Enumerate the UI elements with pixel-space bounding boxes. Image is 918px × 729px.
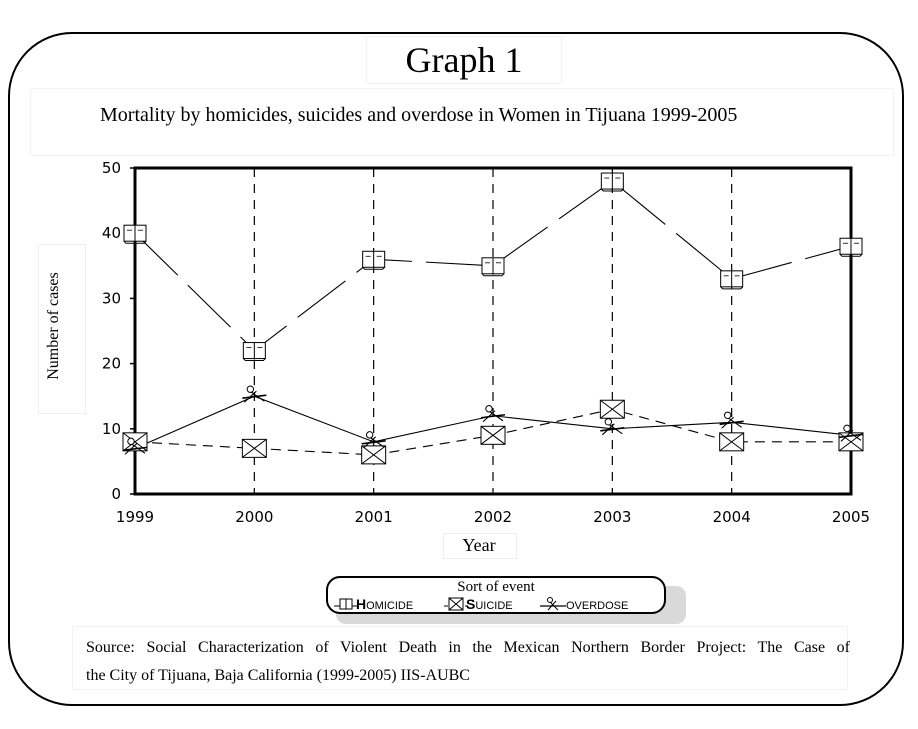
x-tick-label: 1999 [116,508,154,526]
source-box [72,626,848,690]
envelope-marker [480,425,506,445]
source-line-2: the City of Tijuana, Baja California (19… [86,667,470,684]
y-tick-label: 40 [102,224,121,242]
scissors-marker [600,418,625,436]
source-line-1: Source: Social Characterization of Viole… [86,639,850,656]
envelope-icon [444,597,468,611]
chart-title: Mortality by homicides, suicides and ove… [100,104,738,126]
graph-title: Graph 1 [366,36,562,84]
x-tick-label: 2005 [832,508,870,526]
scissors-marker [122,437,148,455]
scissors-marker [838,424,864,442]
legend: Sort of event HOMICIDE SUICIDE OVERDOSE [326,576,666,614]
envelope-marker [122,432,148,452]
legend-cap-homicide: H [356,596,367,612]
y-tick-label: 50 [102,159,121,177]
x-tick-label: 2002 [474,508,512,526]
book-marker [600,172,624,192]
x-axis-label: Year [462,535,496,555]
book-marker [242,342,266,362]
envelope-marker [241,438,267,458]
book-marker [123,224,147,244]
legend-title: Sort of event [457,579,535,595]
book-icon [334,598,358,610]
x-tick-label: 2004 [713,508,751,526]
scissors-marker [242,385,267,403]
x-tick-label: 2000 [235,508,273,526]
rounded-frame [8,32,904,706]
y-tick-label: 10 [102,420,121,438]
x-tick-label: 2001 [355,508,393,526]
book-marker [362,250,386,270]
scissors-icon [540,597,566,611]
y-axis-label-box [38,244,86,414]
envelope-marker [719,432,745,452]
y-tick-label: 0 [111,485,121,503]
legend-cap-suicide: S [466,596,476,612]
legend-label-overdose: OVERDOSE [566,600,629,612]
envelope-marker [361,445,387,465]
scissors-marker [719,411,744,429]
x-tick-label: 2003 [593,508,631,526]
x-axis-label-box [443,533,517,559]
subtitle-box [30,88,894,156]
book-marker [720,270,744,290]
scissors-marker [361,431,386,449]
y-tick-label: 20 [102,355,121,373]
book-marker [481,257,505,277]
plot-frame [133,166,853,496]
scissors-marker [480,405,506,423]
legend-label-homicide: OMICIDE [366,600,414,612]
book-marker [839,237,863,257]
legend-label-suicide: UICIDE [475,600,513,612]
y-tick-label: 30 [102,289,121,307]
envelope-marker [599,399,625,419]
